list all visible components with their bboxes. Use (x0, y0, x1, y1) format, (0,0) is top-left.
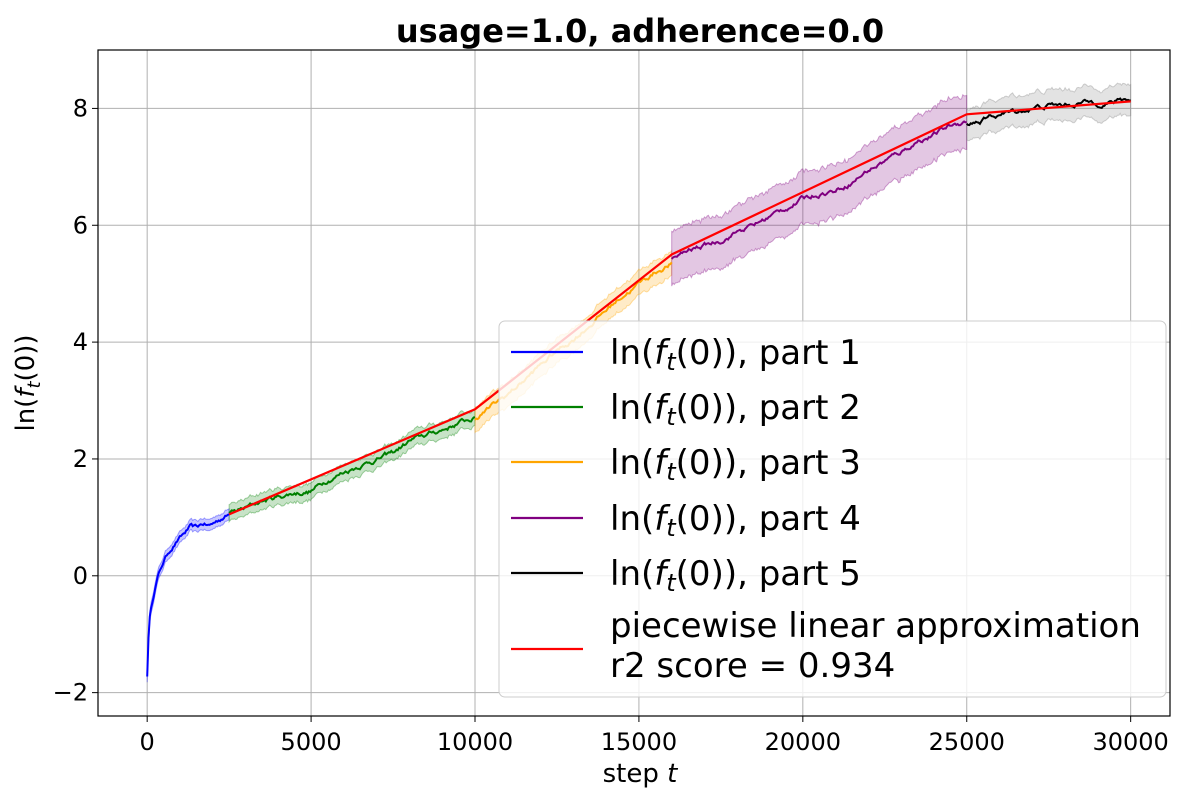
band-part-5 (966, 82, 1132, 142)
y-tick-label: 8 (73, 94, 88, 122)
legend-label: piecewise linear approximation (610, 606, 1141, 646)
chart-title: usage=1.0, adherence=0.0 (396, 12, 884, 50)
x-tick-label: 20000 (765, 728, 841, 756)
line-part-1 (146, 513, 230, 677)
x-tick-label: 0 (140, 728, 155, 756)
x-tick-label: 15000 (601, 728, 677, 756)
legend-label: r2 score = 0.934 (610, 646, 895, 686)
x-axis-label: step t (603, 759, 679, 789)
x-tick-label: 10000 (437, 728, 513, 756)
x-tick-label: 25000 (929, 728, 1005, 756)
plot-frame (97, 49, 1171, 717)
x-tick-label: 30000 (1092, 728, 1168, 756)
x-tick-label: 5000 (281, 728, 342, 756)
legend-label: ln(ft(0)), part 5 (610, 554, 861, 597)
legend-label: ln(ft(0)), part 2 (610, 388, 861, 431)
legend-label: ln(ft(0)), part 1 (610, 333, 861, 376)
axis-ticks: 0 5000 10000 15000 20000 25000 30000 −2 0 2 4 6 8 (53, 94, 1169, 756)
band-part-1 (146, 508, 230, 683)
y-tick-label: 0 (73, 562, 88, 590)
y-axis-label: ln(ft(0)) (11, 334, 45, 431)
line-part-5 (966, 97, 1131, 127)
y-tick-label: 4 (73, 328, 88, 356)
y-tick-label: −2 (53, 679, 88, 707)
legend-label: ln(ft(0)), part 4 (610, 499, 861, 542)
y-tick-label: 6 (73, 211, 88, 239)
band-part-4 (671, 93, 968, 287)
y-tick-label: 2 (73, 445, 88, 473)
legend-box (498, 320, 1167, 698)
line-part-4 (670, 120, 967, 260)
approximation-line (228, 100, 1131, 516)
legend: ln(ft(0)), part 1 ln(ft(0)), part 2 ln(ft(… (498, 320, 1167, 698)
legend-label: ln(ft(0)), part 3 (610, 443, 861, 486)
